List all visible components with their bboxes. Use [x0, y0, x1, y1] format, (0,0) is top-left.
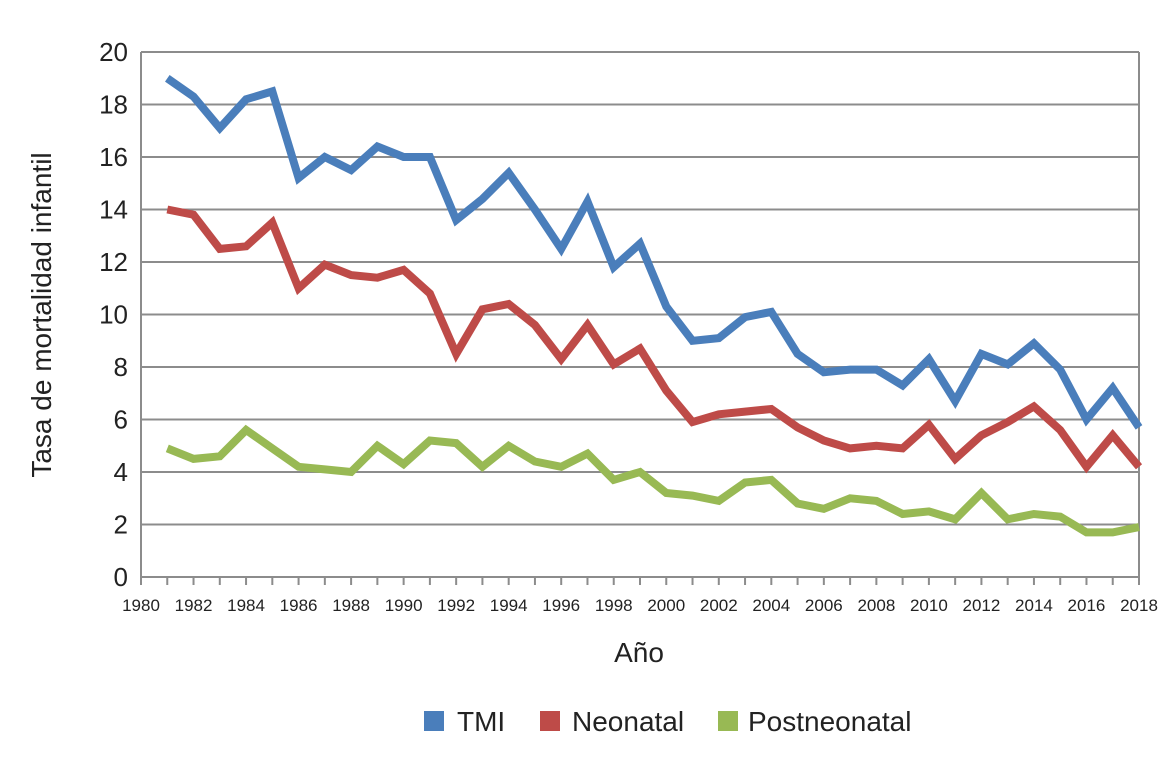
x-tick-label: 1996	[542, 596, 580, 615]
y-tick-label: 4	[114, 457, 128, 487]
y-tick-label: 18	[99, 90, 128, 120]
x-tick-label: 2000	[647, 596, 685, 615]
x-tick-label: 1984	[227, 596, 265, 615]
x-tick-label: 2010	[910, 596, 948, 615]
y-tick-label: 10	[99, 300, 128, 330]
x-tick-label: 1992	[437, 596, 475, 615]
x-tick-label: 2014	[1015, 596, 1053, 615]
axes	[140, 52, 1140, 585]
y-tick-labels: 0 2 4 6 8 10 12 14 16 18 20	[99, 37, 128, 592]
legend-label-tmi: TMI	[457, 706, 505, 737]
y-tick-label: 16	[99, 142, 128, 172]
x-tick-label: 1990	[385, 596, 423, 615]
x-tick-label: 2018	[1120, 596, 1158, 615]
x-tick-label: 2012	[963, 596, 1001, 615]
legend-label-neonatal: Neonatal	[572, 706, 684, 737]
x-tick-label: 1988	[332, 596, 370, 615]
y-tick-label: 20	[99, 37, 128, 67]
x-tick-label: 1998	[595, 596, 633, 615]
x-tick-label: 2002	[700, 596, 738, 615]
x-tick-label: 1986	[280, 596, 318, 615]
y-tick-label: 8	[114, 352, 128, 382]
legend-swatch-tmi	[424, 711, 444, 731]
y-axis-title: Tasa de mortalidad infantil	[26, 152, 57, 477]
y-tick-label: 0	[114, 562, 128, 592]
legend: TMI Neonatal Postneonatal	[424, 706, 911, 737]
x-tick-label: 1994	[490, 596, 528, 615]
series-line-postneonatal	[165, 424, 1140, 537]
x-tick-label: 2006	[805, 596, 843, 615]
y-tick-label: 2	[114, 510, 128, 540]
grid-lines	[141, 51, 1139, 526]
series-lines	[165, 75, 1143, 537]
x-tick-label: 2004	[752, 596, 790, 615]
series-line-neonatal	[166, 205, 1143, 474]
y-tick-label: 12	[99, 247, 128, 277]
x-tick-label: 1980	[122, 596, 160, 615]
y-tick-label: 14	[99, 195, 128, 225]
x-tick-label: 1982	[175, 596, 213, 615]
legend-label-postneonatal: Postneonatal	[748, 706, 911, 737]
y-tick-label: 6	[114, 405, 128, 435]
series-line-tmi	[165, 75, 1143, 430]
legend-swatch-postneonatal	[718, 711, 738, 731]
x-tick-labels: 1980 1982 1984 1986 1988 1990 1992 1994 1996 1998…	[122, 596, 1158, 615]
x-axis-title: Año	[614, 637, 664, 668]
x-tick-label: 2016	[1068, 596, 1106, 615]
legend-swatch-neonatal	[540, 711, 560, 731]
x-tick-label: 2008	[857, 596, 895, 615]
